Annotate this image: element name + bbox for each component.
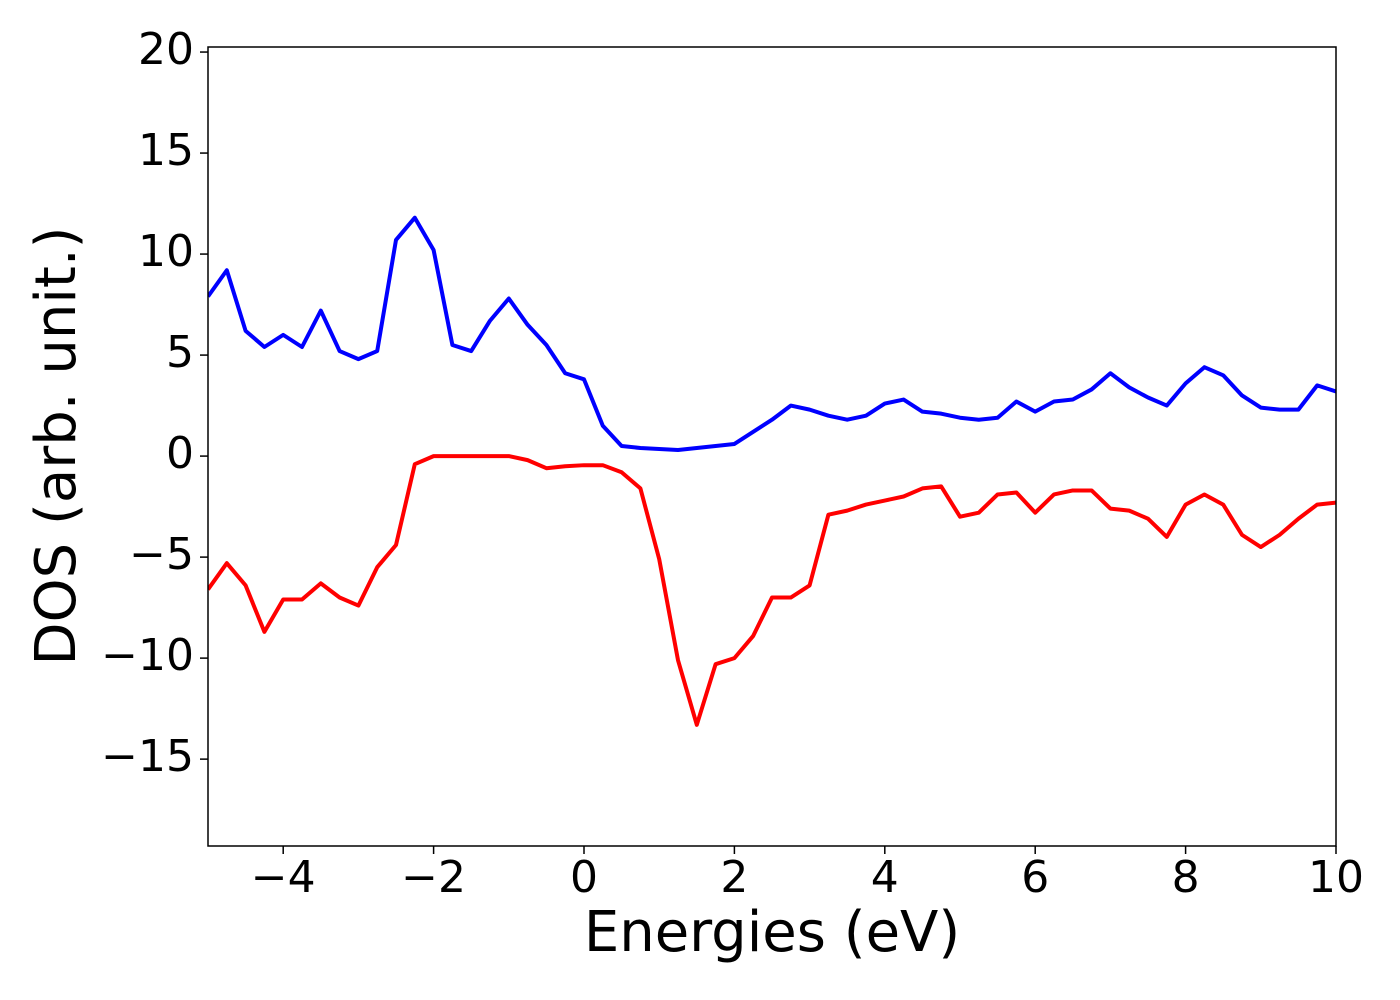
x-tick-label: 6 [1021, 852, 1049, 903]
y-tick-label: −5 [129, 529, 194, 580]
x-axis-label: Energies (eV) [584, 900, 960, 965]
x-tick-label: 8 [1172, 852, 1200, 903]
y-tick-label: 5 [166, 327, 194, 378]
y-tick-label: 10 [138, 226, 194, 277]
x-tick-label: −2 [401, 852, 466, 903]
x-tick-label: 0 [570, 852, 598, 903]
plot-frame [207, 46, 1337, 847]
y-axis-label: DOS (arb. unit.) [24, 226, 89, 665]
x-tick-label: 4 [871, 852, 899, 903]
line-series [208, 215, 1336, 453]
y-tick-label: 20 [138, 24, 194, 75]
y-tick-label: −15 [101, 731, 194, 782]
line-series [208, 454, 1336, 727]
y-tick-label: 15 [138, 125, 194, 176]
y-tick-label: −10 [101, 630, 194, 681]
x-tick-label: 2 [720, 852, 748, 903]
y-tick-label: 0 [166, 428, 194, 479]
x-tick-label: −4 [251, 852, 316, 903]
x-tick-label: 10 [1308, 852, 1364, 903]
